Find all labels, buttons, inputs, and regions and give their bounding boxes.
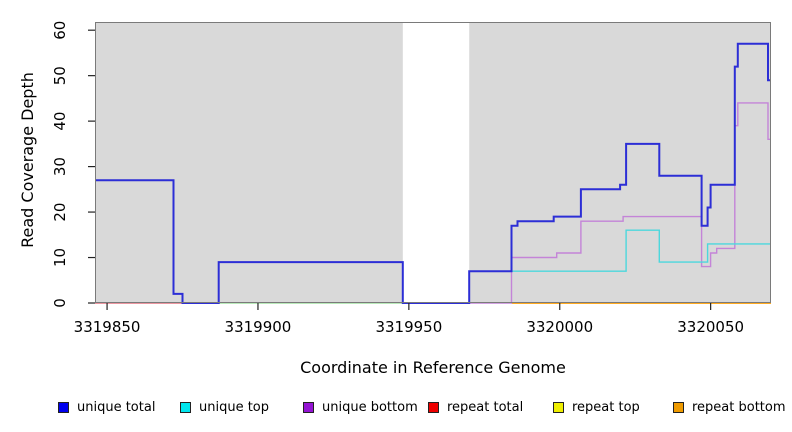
x-tick-label: 3320050 xyxy=(677,318,744,336)
legend-swatch-unique-top xyxy=(180,401,191,413)
plot-border xyxy=(95,22,771,303)
series-line-unique-total xyxy=(95,42,771,304)
legend-label: unique top xyxy=(199,399,270,415)
legend-swatch-repeat-total xyxy=(428,401,439,413)
legend-item-unique-top: unique top xyxy=(180,399,269,415)
legend-swatch-unique-total xyxy=(58,401,69,413)
series-line-unique-bottom xyxy=(469,102,771,304)
legend-swatch-unique-bottom xyxy=(303,401,314,413)
y-tick-label: 40 xyxy=(51,112,69,131)
y-axis-title: Read Coverage Depth xyxy=(18,72,37,248)
y-tick-label: 50 xyxy=(51,66,69,85)
y-tick-label: 30 xyxy=(51,157,69,176)
x-axis-title: Coordinate in Reference Genome xyxy=(300,358,566,377)
legend-item-repeat-total: repeat total xyxy=(428,399,523,415)
x-tick-label: 3319950 xyxy=(375,318,442,336)
series-line-unique-top xyxy=(468,229,771,303)
legend-label: unique bottom xyxy=(322,399,418,415)
masked-region xyxy=(402,23,470,303)
legend-swatch-repeat-top xyxy=(553,401,564,413)
y-tick-label: 60 xyxy=(51,21,69,40)
coverage-plot-svg: 3319850 3319900 3319950 3320000 3320050 0 10 20… xyxy=(51,21,771,336)
legend-item-unique-total: unique total xyxy=(58,399,155,415)
legend-label: repeat top xyxy=(572,399,640,415)
x-tick-label: 3319850 xyxy=(74,318,141,336)
x-tick-label: 3320000 xyxy=(526,318,593,336)
legend-label: repeat bottom xyxy=(692,399,786,415)
legend-item-repeat-bottom: repeat bottom xyxy=(673,399,786,415)
legend-item-repeat-top: repeat top xyxy=(553,399,640,415)
legend-swatch-repeat-bottom xyxy=(673,401,684,413)
x-tick-label: 3319900 xyxy=(225,318,292,336)
legend-item-unique-bottom: unique bottom xyxy=(303,399,418,415)
y-tick-label: 20 xyxy=(51,203,69,222)
legend-label: unique total xyxy=(77,399,156,415)
legend-label: repeat total xyxy=(447,399,524,415)
y-tick-label: 10 xyxy=(51,248,69,267)
y-tick-label: 0 xyxy=(51,298,69,308)
